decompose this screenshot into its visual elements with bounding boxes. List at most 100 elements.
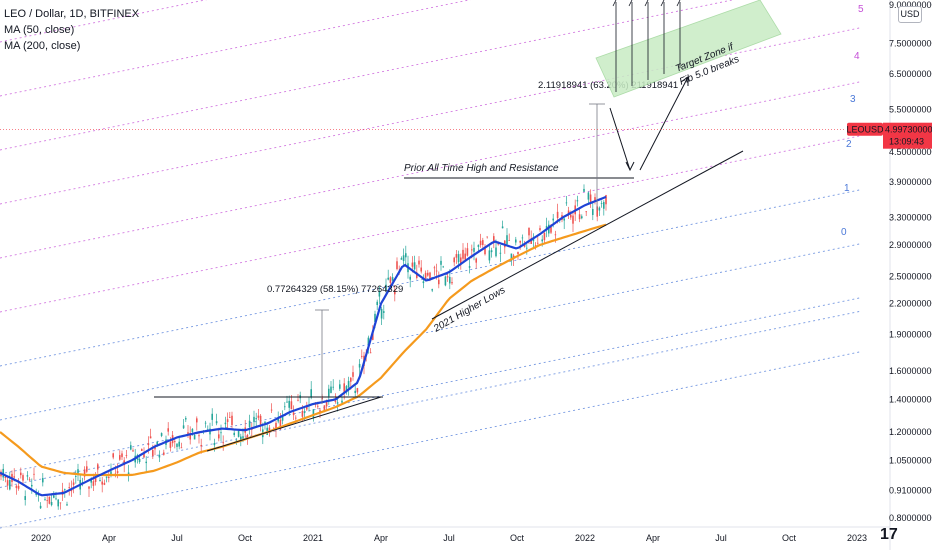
candle-body	[297, 399, 299, 401]
candle-body	[596, 206, 598, 217]
candle-body	[350, 377, 352, 382]
candle-body	[44, 499, 46, 501]
candle-body	[592, 208, 594, 215]
candle-body	[75, 476, 77, 477]
candle-body	[519, 240, 521, 243]
candle-body	[530, 238, 532, 244]
price-tick-label: 1.40000000	[889, 394, 932, 404]
candle-body	[143, 452, 145, 458]
candle-body	[90, 478, 92, 483]
candle-body	[64, 489, 66, 491]
currency-badge[interactable]: USD	[898, 6, 922, 23]
target-arrow	[660, 0, 665, 74]
candle-body	[339, 384, 341, 389]
candle-body	[453, 257, 455, 263]
candle-body	[59, 502, 62, 504]
candle-body	[108, 476, 110, 479]
fib-level-label: 4	[854, 51, 860, 62]
symbol-title[interactable]: LEO / Dollar, 1D, BITFINEX	[4, 8, 140, 20]
candle-body	[174, 441, 176, 443]
candle-body	[187, 432, 189, 435]
candle-body	[405, 253, 407, 258]
candle-body	[277, 418, 279, 422]
candle-body	[345, 386, 348, 393]
tradingview-logo[interactable]: 17	[880, 526, 898, 543]
ma50-legend[interactable]: MA (50, close)	[4, 24, 75, 36]
candle-body	[22, 475, 24, 481]
candle-body	[556, 211, 559, 218]
candle-body	[147, 443, 150, 446]
candle-body	[57, 499, 59, 507]
drawings: 0.77264329 (58.15%) 77264329 2.11918941 (…	[154, 76, 744, 452]
candle-body	[457, 254, 460, 263]
candle-body	[180, 447, 183, 449]
ma200-legend[interactable]: MA (200, close)	[4, 40, 81, 52]
ma50-line	[0, 195, 607, 497]
candle-body	[589, 194, 592, 203]
candle-body	[200, 444, 202, 447]
candle-body	[341, 400, 343, 403]
price-tick-label: 3.90000000	[889, 177, 932, 187]
time-tick-label: Apr	[102, 533, 116, 543]
candle-body	[427, 272, 429, 276]
candle-body	[563, 218, 565, 221]
candle-body	[132, 450, 134, 452]
candle-body	[394, 289, 396, 295]
candle-body	[330, 386, 332, 393]
candle-body	[367, 337, 370, 346]
candle-body	[332, 386, 334, 388]
candle-body	[376, 301, 378, 305]
candle-body	[15, 485, 18, 489]
candle-body	[391, 277, 394, 281]
candle-body	[444, 276, 447, 286]
price-axis[interactable]: 9.00000000 7.50000000 6.50000000 5.50000000…	[889, 0, 932, 550]
target-arrow	[644, 0, 649, 80]
candle-body	[475, 258, 477, 263]
candle-body	[191, 428, 194, 432]
price-tick-label: 3.30000000	[889, 213, 932, 223]
candle-body	[387, 277, 389, 280]
candle-body	[13, 476, 15, 478]
resistance-label: Prior All Time High and Resistance	[404, 163, 559, 174]
candle-body	[189, 432, 191, 440]
candle-body	[88, 486, 90, 489]
candle-body	[270, 409, 273, 411]
price-tag-countdown: 13:09:43	[889, 137, 924, 147]
candle-body	[92, 481, 95, 486]
candle-body	[240, 436, 242, 442]
price-tick-label: 2.20000000	[889, 299, 932, 309]
price-tick-label: 4.50000000	[889, 147, 932, 157]
candle-body	[565, 202, 568, 204]
chart-legend: LEO / Dollar, 1D, BITFINEX MA (50, close…	[4, 6, 139, 54]
candle-body	[581, 216, 583, 219]
candle-body	[152, 449, 154, 456]
price-tick-label: 1.60000000	[889, 366, 932, 376]
candle-body	[466, 248, 469, 256]
symbol-tag	[847, 122, 883, 136]
candle-body	[517, 252, 519, 255]
candle-body	[110, 471, 112, 475]
candle-body	[587, 192, 590, 200]
fib-line	[0, 243, 861, 421]
candle-body	[431, 289, 433, 291]
price-tick-label: 5.50000000	[889, 104, 932, 114]
price-tick-label: 0.91000000	[889, 486, 932, 496]
candle-body	[493, 236, 495, 242]
candle-body	[94, 475, 97, 482]
candle-body	[442, 266, 444, 268]
fib-line	[0, 0, 735, 151]
fib-level-label: 0	[841, 227, 847, 238]
time-axis[interactable]: 2020 Apr Jul Oct 2021 Apr Jul Oct 2022 Apr Jul Oct 2…	[0, 526, 890, 543]
candle-body	[361, 355, 363, 357]
candle-body	[477, 244, 480, 247]
candle-body	[570, 214, 572, 218]
candle-body	[526, 247, 528, 249]
candle-body	[222, 442, 224, 444]
fib-line	[0, 0, 471, 97]
candle-body	[358, 363, 361, 368]
time-tick-label: Jul	[443, 533, 455, 543]
candle-body	[482, 240, 484, 245]
ma200-line	[0, 223, 607, 477]
candle-body	[354, 390, 356, 393]
